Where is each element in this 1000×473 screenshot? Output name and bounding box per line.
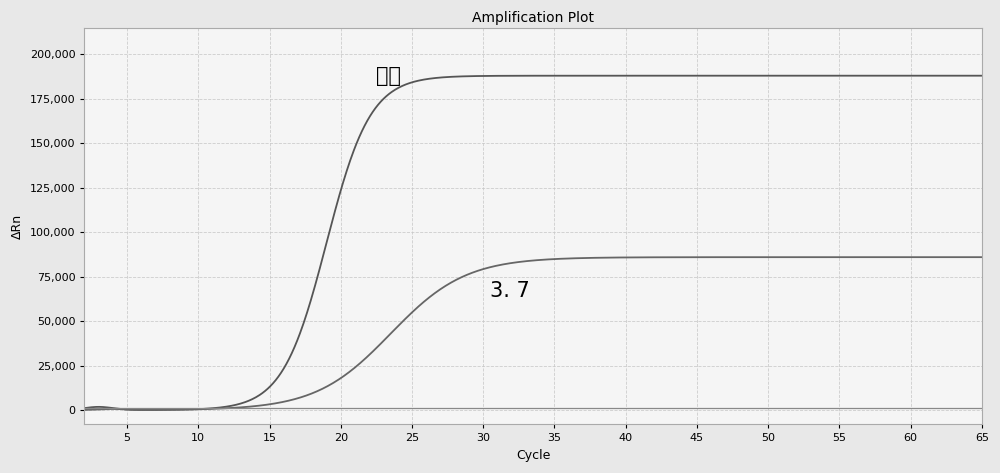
- Y-axis label: ΔRn: ΔRn: [11, 213, 24, 238]
- Title: Amplification Plot: Amplification Plot: [472, 11, 594, 25]
- X-axis label: Cycle: Cycle: [516, 449, 550, 462]
- Text: 3. 7: 3. 7: [490, 281, 530, 301]
- Text: 内标: 内标: [376, 66, 401, 87]
